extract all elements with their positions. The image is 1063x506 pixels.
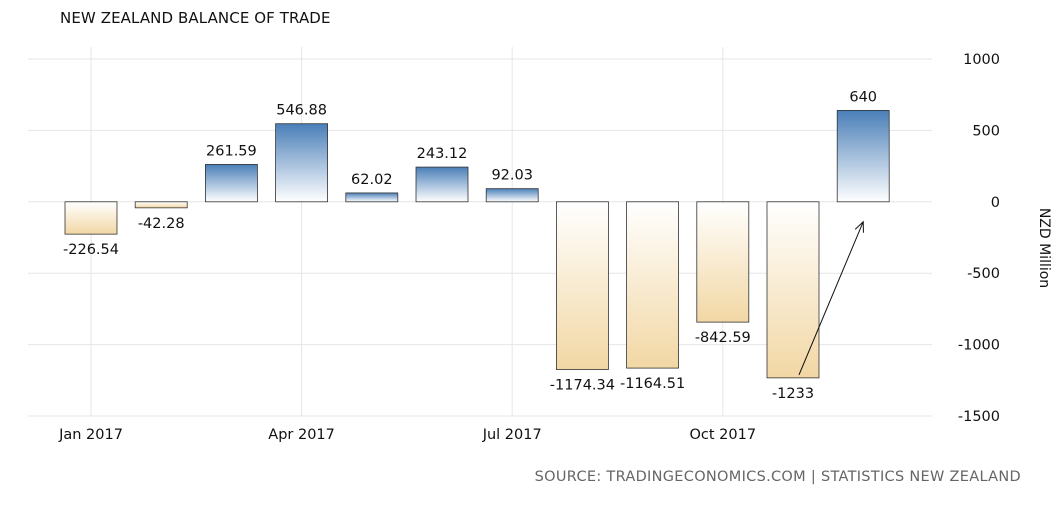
- bars: [64, 110, 890, 379]
- value-label: -42.28: [138, 216, 185, 232]
- value-label: -1164.51: [620, 376, 685, 392]
- bar-aug-2017: [556, 201, 609, 370]
- x-tick-label: Oct 2017: [690, 427, 757, 443]
- value-label: 92.03: [491, 168, 533, 184]
- y-tick-label: 500: [972, 123, 1000, 139]
- value-label: 640: [849, 89, 877, 105]
- y-tick-label: -1000: [958, 338, 1000, 354]
- bar-dec-2017: [836, 110, 890, 203]
- y-axis-title: NZD Million: [1036, 208, 1052, 288]
- value-label: -1174.34: [550, 377, 615, 393]
- annotation-arrow: [798, 220, 864, 376]
- bar-apr-2017: [275, 123, 329, 203]
- y-tick-label: -1500: [958, 409, 1000, 425]
- value-label: -226.54: [63, 242, 119, 258]
- value-label: 62.02: [351, 172, 393, 188]
- x-tick-label: Jul 2017: [482, 427, 542, 443]
- value-label: 261.59: [206, 143, 257, 159]
- chart-title: NEW ZEALAND BALANCE OF TRADE: [60, 9, 331, 27]
- value-label: -1233: [772, 386, 814, 402]
- x-tick-label: Apr 2017: [268, 427, 335, 443]
- bar-jun-2017: [415, 166, 469, 203]
- bar-mar-2017: [204, 164, 258, 203]
- bar-jan-2017: [64, 201, 118, 235]
- value-labels: -226.54 -42.28 261.59 546.88 62.02 243.12 92.0…: [63, 89, 877, 401]
- value-label: 546.88: [276, 103, 327, 119]
- arrow-shaft: [798, 221, 864, 376]
- bar-nov-2017: [766, 201, 820, 379]
- arrow-head: [854, 220, 864, 233]
- y-tick-label: -500: [967, 266, 1000, 282]
- y-axis-ticks: 1000 500 0 -500 -1000 -1500: [958, 52, 1000, 425]
- chart-source: SOURCE: TRADINGECONOMICS.COM | STATISTIC…: [534, 469, 1021, 485]
- bar-may-2017: [345, 192, 399, 203]
- bar-jul-2017: [485, 188, 539, 203]
- bar-oct-2017: [696, 201, 750, 323]
- bar-sep-2017: [626, 201, 679, 369]
- bar-feb-2017: [134, 201, 188, 209]
- x-axis-ticks: Jan 2017 Apr 2017 Jul 2017 Oct 2017: [58, 427, 756, 443]
- y-tick-label: 0: [991, 195, 1000, 211]
- value-label: 243.12: [417, 146, 468, 162]
- x-tick-label: Jan 2017: [58, 427, 123, 443]
- value-label: -842.59: [695, 330, 751, 346]
- y-tick-label: 1000: [963, 52, 1000, 68]
